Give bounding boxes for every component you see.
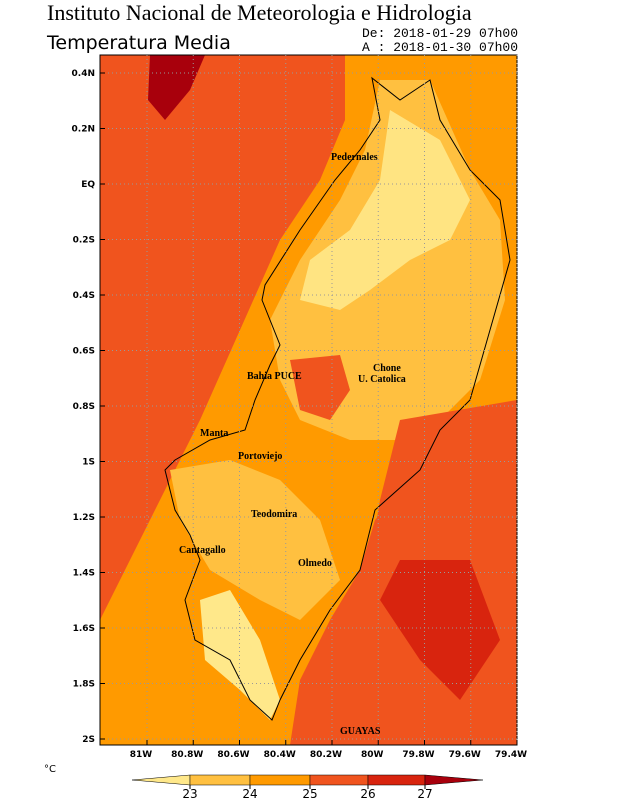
lat-tick-label: 1.6S [73,624,95,634]
lat-tick-label: EQ [81,180,95,190]
colorbar-segment [131,774,191,786]
place-label: Chone [373,363,401,374]
colorbar-segment [424,774,484,786]
lat-tick-label: 0.2S [73,236,95,246]
place-label: Cantagallo [179,545,226,556]
temperature-field [100,55,517,745]
colorbar-label: 24 [242,787,257,800]
lon-tick-label: 79.4W [495,750,527,760]
lat-tick-label: 1.2S [73,513,95,523]
lat-tick-label: 1S [82,458,95,468]
place-label: GUAYAS [340,726,381,737]
lat-tick-label: 0.4N [72,69,95,79]
place-label: Portoviejo [238,451,282,462]
lon-tick-label: 79.8W [402,750,434,760]
lon-tick-label: 80.8W [171,750,203,760]
title: Instituto Nacional de Meteorologia e Hid… [47,0,472,25]
place-label: Teodomira [251,509,297,520]
colorbar-segment [309,774,369,786]
lat-tick-label: 2S [82,735,95,745]
lon-tick-label: 80.6W [217,750,249,760]
lon-tick-label: 80.4W [264,750,296,760]
lon-tick-label: 79.6W [449,750,481,760]
colorbar-unit: °C [44,764,56,775]
subtitle: Temperatura Media [46,32,231,54]
colorbar-label: 27 [417,787,432,800]
lat-tick-label: 0.6S [73,347,95,357]
colorbar-label: 23 [182,787,197,800]
place-label: Manta [200,428,228,439]
colorbar-segment [367,774,426,786]
date-from: De: 2018-01-29 07h00 [362,26,518,41]
date-to: A : 2018-01-30 07h00 [362,40,518,55]
place-label: Olmedo [298,558,332,569]
colorbar-label: 26 [360,787,375,800]
colorbar-segment [249,774,311,786]
colorbar-segment [189,774,251,786]
place-label: Bahia PUCE [247,371,302,382]
lat-tick-label: 0.8S [73,402,95,412]
place-label: Pedernales [331,152,378,163]
lon-tick-label: 80W [361,750,384,760]
lon-tick-label: 80.2W [310,750,342,760]
place-label: U. Catolica [358,374,406,385]
lat-tick-label: 0.4S [73,291,95,301]
lon-tick-label: 81W [130,750,153,760]
colorbar-label: 25 [302,787,317,800]
lat-tick-label: 0.2N [72,125,95,135]
lat-tick-label: 1.4S [73,569,95,579]
lat-tick-label: 1.8S [73,680,95,690]
